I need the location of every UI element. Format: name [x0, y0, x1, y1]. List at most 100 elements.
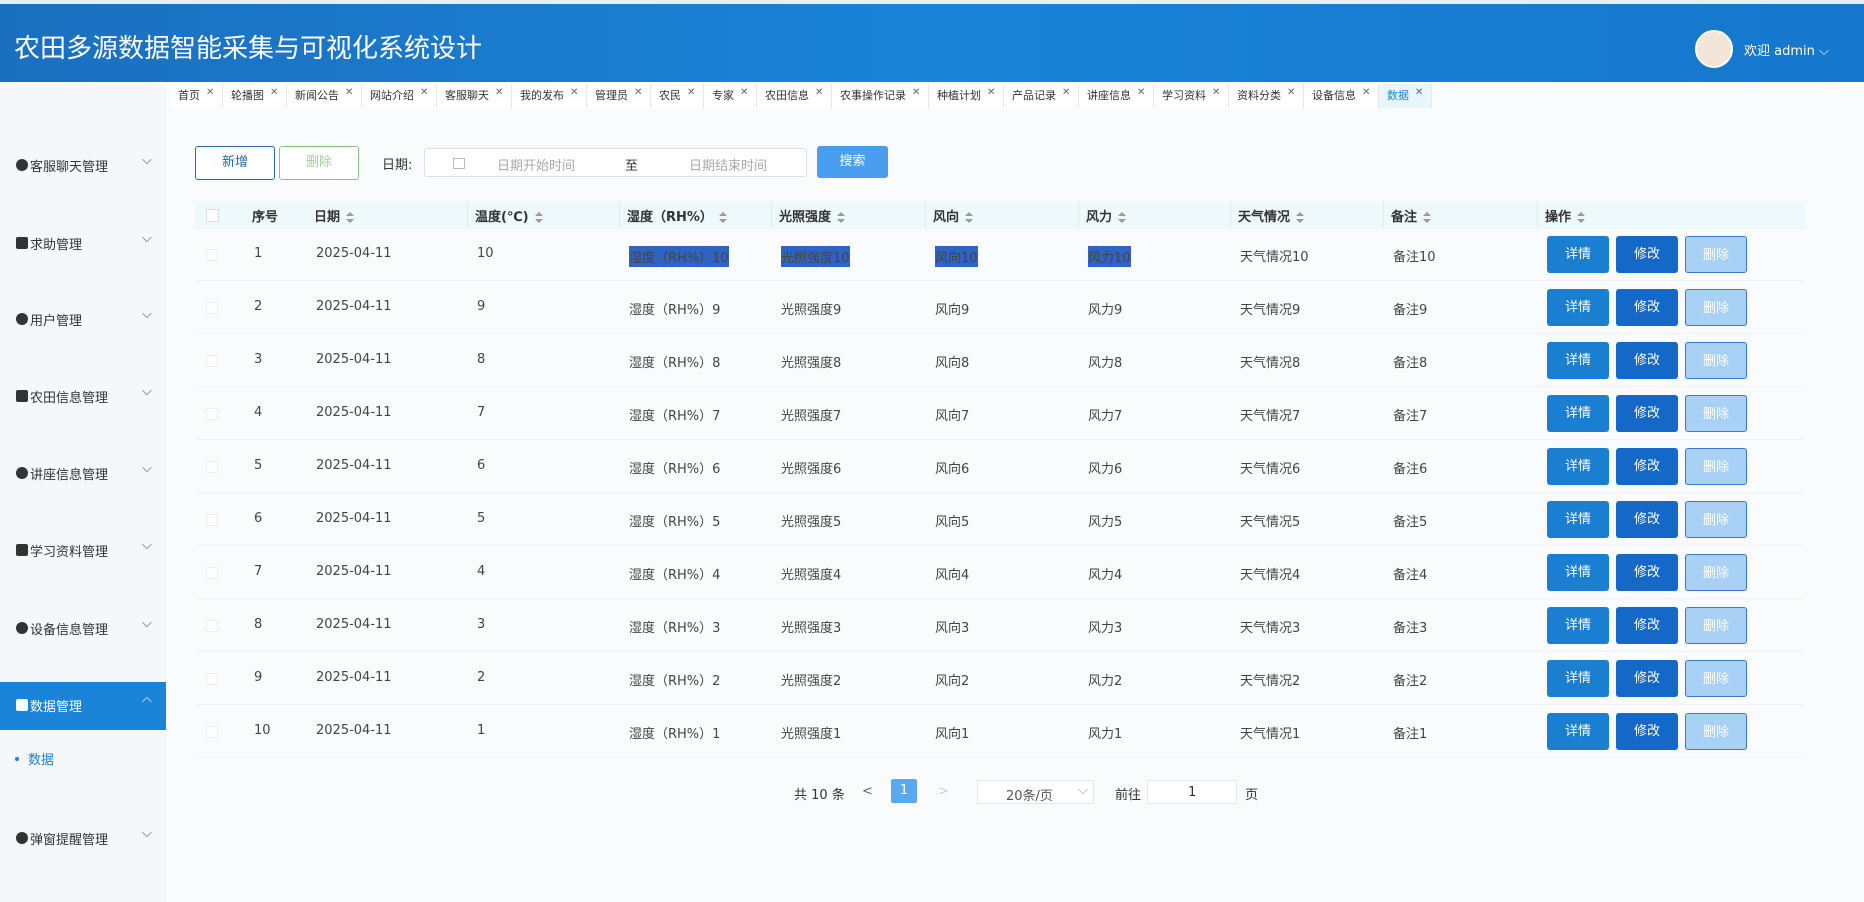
menu-item[interactable]: 客服聊天管理 ⌵ [0, 153, 166, 177]
tab-close[interactable]: ✕ [987, 87, 996, 98]
tab-close[interactable]: ✕ [1137, 87, 1146, 98]
submenu-item[interactable]: 数据 [28, 753, 55, 768]
action-button[interactable]: 详情 [1547, 342, 1609, 379]
menu-item[interactable]: 求助管理 ⌵ [0, 231, 166, 255]
row-checkbox[interactable] [206, 249, 218, 261]
tab[interactable]: 数据 ✕ [1379, 84, 1433, 108]
avatar[interactable] [1695, 30, 1733, 68]
menu-item[interactable]: 用户管理 ⌵ [0, 307, 166, 331]
tab[interactable]: 管理员 ✕ [587, 84, 652, 108]
column-header[interactable]: 操作 [1545, 206, 1586, 225]
action-button[interactable]: 删除 [1685, 289, 1747, 326]
column-header[interactable]: 湿度（RH%） [627, 206, 727, 225]
action-button[interactable]: 删除 [1685, 660, 1747, 697]
action-button[interactable]: 修改 [1616, 607, 1678, 644]
tab-close[interactable]: ✕ [345, 87, 354, 98]
action-button[interactable]: 详情 [1547, 713, 1609, 750]
menu-item[interactable]: 弹窗提醒管理 ⌵ [0, 826, 166, 850]
action-button[interactable]: 修改 [1616, 448, 1678, 485]
goto-input[interactable]: 1 [1147, 780, 1237, 804]
sort-icon[interactable] [1118, 208, 1127, 223]
tab-close[interactable]: ✕ [1212, 87, 1221, 98]
delete-button[interactable]: 删除 [279, 146, 359, 180]
action-button[interactable]: 修改 [1616, 660, 1678, 697]
action-button[interactable]: 删除 [1685, 448, 1747, 485]
tab[interactable]: 农田信息 ✕ [757, 84, 833, 108]
action-button[interactable]: 修改 [1616, 554, 1678, 591]
tab[interactable]: 产品记录 ✕ [1004, 84, 1080, 108]
action-button[interactable]: 详情 [1547, 501, 1609, 538]
tab-close[interactable]: ✕ [740, 87, 749, 98]
action-button[interactable]: 删除 [1685, 501, 1747, 538]
tab[interactable]: 我的发布 ✕ [512, 84, 588, 108]
row-checkbox[interactable] [206, 673, 218, 685]
next-page[interactable]: > [938, 784, 949, 799]
tab-close[interactable]: ✕ [1062, 87, 1071, 98]
row-checkbox[interactable] [206, 355, 218, 367]
tab[interactable]: 农民 ✕ [651, 84, 705, 108]
sort-icon[interactable] [1296, 208, 1305, 223]
tab[interactable]: 种植计划 ✕ [929, 84, 1005, 108]
action-button[interactable]: 详情 [1547, 554, 1609, 591]
row-checkbox[interactable] [206, 514, 218, 526]
menu-item[interactable]: 数据管理 ⌵ [0, 693, 166, 717]
column-header[interactable]: 光照强度 [779, 206, 846, 225]
column-header[interactable]: 日期 [314, 206, 355, 225]
row-checkbox[interactable] [206, 726, 218, 738]
date-range[interactable]: 日期开始时间 至 日期结束时间 [424, 148, 807, 177]
action-button[interactable]: 详情 [1547, 236, 1609, 273]
sort-icon[interactable] [1423, 208, 1432, 223]
action-button[interactable]: 删除 [1685, 395, 1747, 432]
action-button[interactable]: 删除 [1685, 607, 1747, 644]
tab[interactable]: 讲座信息 ✕ [1079, 84, 1155, 108]
tab-close[interactable]: ✕ [1362, 87, 1371, 98]
action-button[interactable]: 修改 [1616, 395, 1678, 432]
menu-item[interactable]: 农田信息管理 ⌵ [0, 384, 166, 408]
row-checkbox[interactable] [206, 461, 218, 473]
action-button[interactable]: 修改 [1616, 342, 1678, 379]
sort-icon[interactable] [346, 208, 355, 223]
tab-close[interactable]: ✕ [634, 87, 643, 98]
current-page[interactable]: 1 [891, 779, 917, 803]
tab-close[interactable]: ✕ [912, 87, 921, 98]
row-checkbox[interactable] [206, 620, 218, 632]
row-checkbox[interactable] [206, 302, 218, 314]
user-menu[interactable]: 欢迎 admin ⌵ [1744, 44, 1829, 59]
action-button[interactable]: 修改 [1616, 236, 1678, 273]
add-button[interactable]: 新增 [195, 146, 275, 180]
tab-close[interactable]: ✕ [420, 87, 429, 98]
header-checkbox[interactable] [206, 209, 219, 222]
action-button[interactable]: 详情 [1547, 660, 1609, 697]
action-button[interactable]: 详情 [1547, 448, 1609, 485]
sort-icon[interactable] [718, 208, 727, 223]
page-size-select[interactable]: 20条/页 ⌵ [977, 780, 1094, 804]
tab[interactable]: 新闻公告 ✕ [287, 84, 363, 108]
tab-close[interactable]: ✕ [1415, 87, 1424, 98]
action-button[interactable]: 删除 [1685, 554, 1747, 591]
menu-item[interactable]: 讲座信息管理 ⌵ [0, 461, 166, 485]
tab[interactable]: 资料分类 ✕ [1229, 84, 1305, 108]
action-button[interactable]: 修改 [1616, 713, 1678, 750]
tab[interactable]: 设备信息 ✕ [1304, 84, 1380, 108]
tab[interactable]: 客服聊天 ✕ [437, 84, 513, 108]
column-header[interactable]: 温度(℃) [475, 206, 543, 225]
tab-close[interactable]: ✕ [570, 87, 579, 98]
tab[interactable]: 首页 ✕ [170, 84, 224, 108]
action-button[interactable]: 详情 [1547, 289, 1609, 326]
column-header[interactable]: 风向 [933, 206, 974, 225]
tab-close[interactable]: ✕ [270, 87, 279, 98]
tab-close[interactable]: ✕ [1287, 87, 1296, 98]
tab[interactable]: 轮播图 ✕ [223, 84, 288, 108]
search-button[interactable]: 搜索 [817, 146, 888, 178]
action-button[interactable]: 删除 [1685, 342, 1747, 379]
action-button[interactable]: 详情 [1547, 395, 1609, 432]
sort-icon[interactable] [534, 208, 543, 223]
row-checkbox[interactable] [206, 567, 218, 579]
tab-close[interactable]: ✕ [495, 87, 504, 98]
tab-close[interactable]: ✕ [206, 87, 215, 98]
sort-icon[interactable] [837, 208, 846, 223]
action-button[interactable]: 修改 [1616, 289, 1678, 326]
tab[interactable]: 网站介绍 ✕ [362, 84, 438, 108]
menu-item[interactable]: 设备信息管理 ⌵ [0, 616, 166, 640]
column-header[interactable]: 备注 [1391, 206, 1432, 225]
